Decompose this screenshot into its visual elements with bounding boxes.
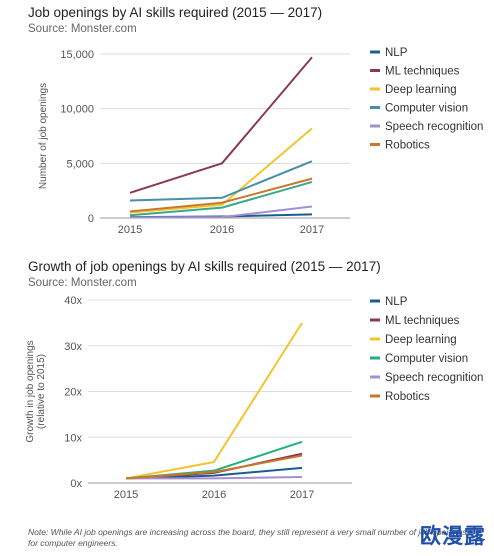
chart-2-ytick-label: 0x (70, 478, 82, 490)
chart-2-xtick-label: 2016 (202, 489, 226, 501)
chart-2-ylabel-sub: (relative to 2015) (36, 354, 47, 429)
chart-2-ytick-label: 40x (64, 295, 82, 307)
chart-2-source: Source: Monster.com (28, 277, 137, 289)
chart-2-title: Growth of job openings by AI skills requ… (28, 259, 381, 274)
chart-1-ylabel: Number of job openings (38, 83, 49, 189)
chart-2-xtick-label: 2017 (290, 489, 314, 501)
chart-2-series-line-speech-recognition (126, 476, 303, 480)
chart-1-legend-label: Speech recognition (385, 121, 483, 133)
chart-1-ytick-label: 5,000 (66, 158, 94, 170)
chart-1-plot: 0 5,000 10,000 15,000 2015 2016 2017 Number of … (38, 47, 483, 236)
chart-1-series-line-extra (129, 180, 313, 217)
chart-2-ylabel: Growth in job openings (25, 340, 36, 442)
chart-1-legend-label: Computer vision (385, 103, 468, 115)
chart-1-series-line-ml-techniques (129, 56, 313, 194)
footnote: Note: While AI job openings are increasi… (28, 527, 467, 548)
chart-1-legend-label: NLP (385, 47, 408, 59)
chart-2-ytick-label: 10x (64, 432, 82, 444)
chart-2-legend-label: NLP (385, 296, 408, 308)
chart-2-legend-label: Robotics (385, 391, 430, 403)
chart-1-series-line-robotics (129, 177, 313, 213)
chart-1-legend-label: Robotics (385, 140, 430, 152)
chart-2-series-line-deep-learning (125, 322, 303, 480)
chart-1-series-line-computer-vision (129, 160, 313, 202)
chart-2-xtick-label: 2015 (114, 489, 138, 501)
chart-2: Growth of job openings by AI skills requ… (0, 254, 494, 518)
chart-2-series-line-robotics (125, 454, 303, 480)
chart-1-legend-label: ML techniques (385, 66, 460, 78)
chart-1-source: Source: Monster.com (28, 23, 137, 35)
chart-1-legend-label: Deep learning (385, 84, 457, 96)
chart-1-ytick-label: 0 (88, 213, 94, 225)
chart-1-series-line-deep-learning (129, 127, 313, 214)
chart-1-series-line-speech-recognition (129, 205, 313, 219)
chart-1-ytick-label: 15,000 (60, 49, 94, 61)
chart-2-ytick-label: 20x (64, 387, 82, 399)
chart-2-plot: 0x 10x 20x 30x 40x 2015 2016 2017 Growth in job … (25, 295, 483, 501)
chart-2-legend-label: Speech recognition (385, 372, 483, 384)
chart-2-legend-label: ML techniques (385, 315, 460, 327)
chart-1-xtick-label: 2016 (210, 224, 234, 236)
chart-2-legend-label: Deep learning (385, 334, 457, 346)
chart-1-title: Job openings by AI skills required (2015… (28, 5, 323, 20)
chart-1-ytick-label: 10,000 (60, 104, 94, 116)
chart-1-xtick-label: 2017 (300, 224, 324, 236)
chart-1-xtick-label: 2015 (118, 224, 142, 236)
chart-1: Job openings by AI skills required (2015… (0, 0, 494, 245)
chart-2-ytick-label: 30x (64, 341, 82, 353)
chart-2-legend-label: Computer vision (385, 353, 468, 365)
watermark-logo: 欧漫露 (420, 524, 486, 548)
